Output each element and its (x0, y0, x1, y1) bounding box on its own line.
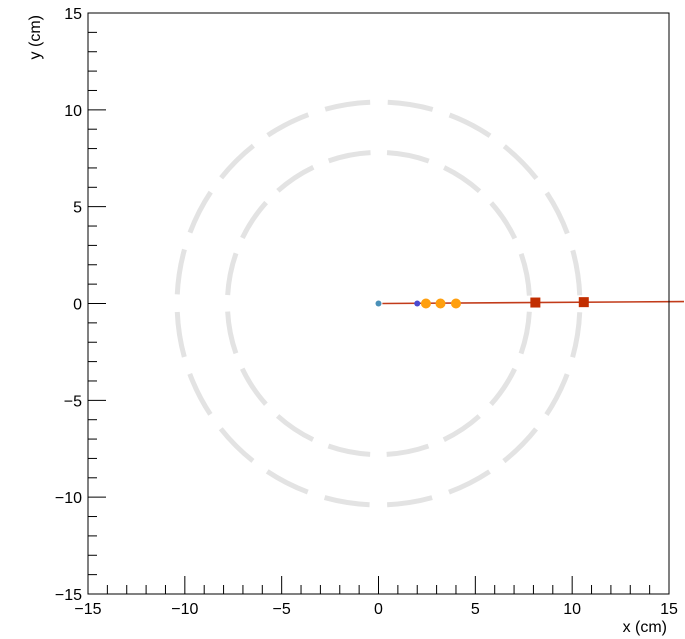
x-tick-labels: −15 −10 −5 0 5 10 15 (74, 601, 678, 618)
y-tick-label: −5 (64, 393, 82, 410)
y-tick-label: −10 (55, 490, 82, 507)
hit-dot-1 (375, 300, 382, 307)
y-tick-labels: −15 −10 −5 0 5 10 15 (55, 6, 82, 604)
y-tick-label: 0 (73, 297, 82, 314)
x-tick-label: 5 (471, 601, 480, 618)
y-axis-title: y (cm) (27, 15, 44, 59)
x-tick-label: −15 (74, 601, 101, 618)
hit-circle-3 (450, 298, 461, 309)
hit-points (375, 297, 589, 309)
y-tick-label: 5 (73, 200, 82, 217)
x-tick-label: 0 (374, 601, 383, 618)
hit-square-1 (530, 297, 541, 308)
x-tick-label: 10 (563, 601, 581, 618)
x-tick-label: −5 (273, 601, 291, 618)
axis-ticks (87, 12, 670, 595)
hit-dot-2 (414, 300, 421, 307)
y-tick-label: 10 (64, 103, 82, 120)
y-tick-label: −15 (55, 587, 82, 604)
hit-circle-2 (435, 298, 446, 309)
x-tick-label: 15 (660, 601, 678, 618)
y-tick-label: 15 (64, 6, 82, 23)
hit-circle-1 (420, 298, 431, 309)
hit-square-2 (578, 297, 589, 308)
x-tick-label: −10 (171, 601, 198, 618)
x-axis-title: x (cm) (623, 619, 667, 636)
